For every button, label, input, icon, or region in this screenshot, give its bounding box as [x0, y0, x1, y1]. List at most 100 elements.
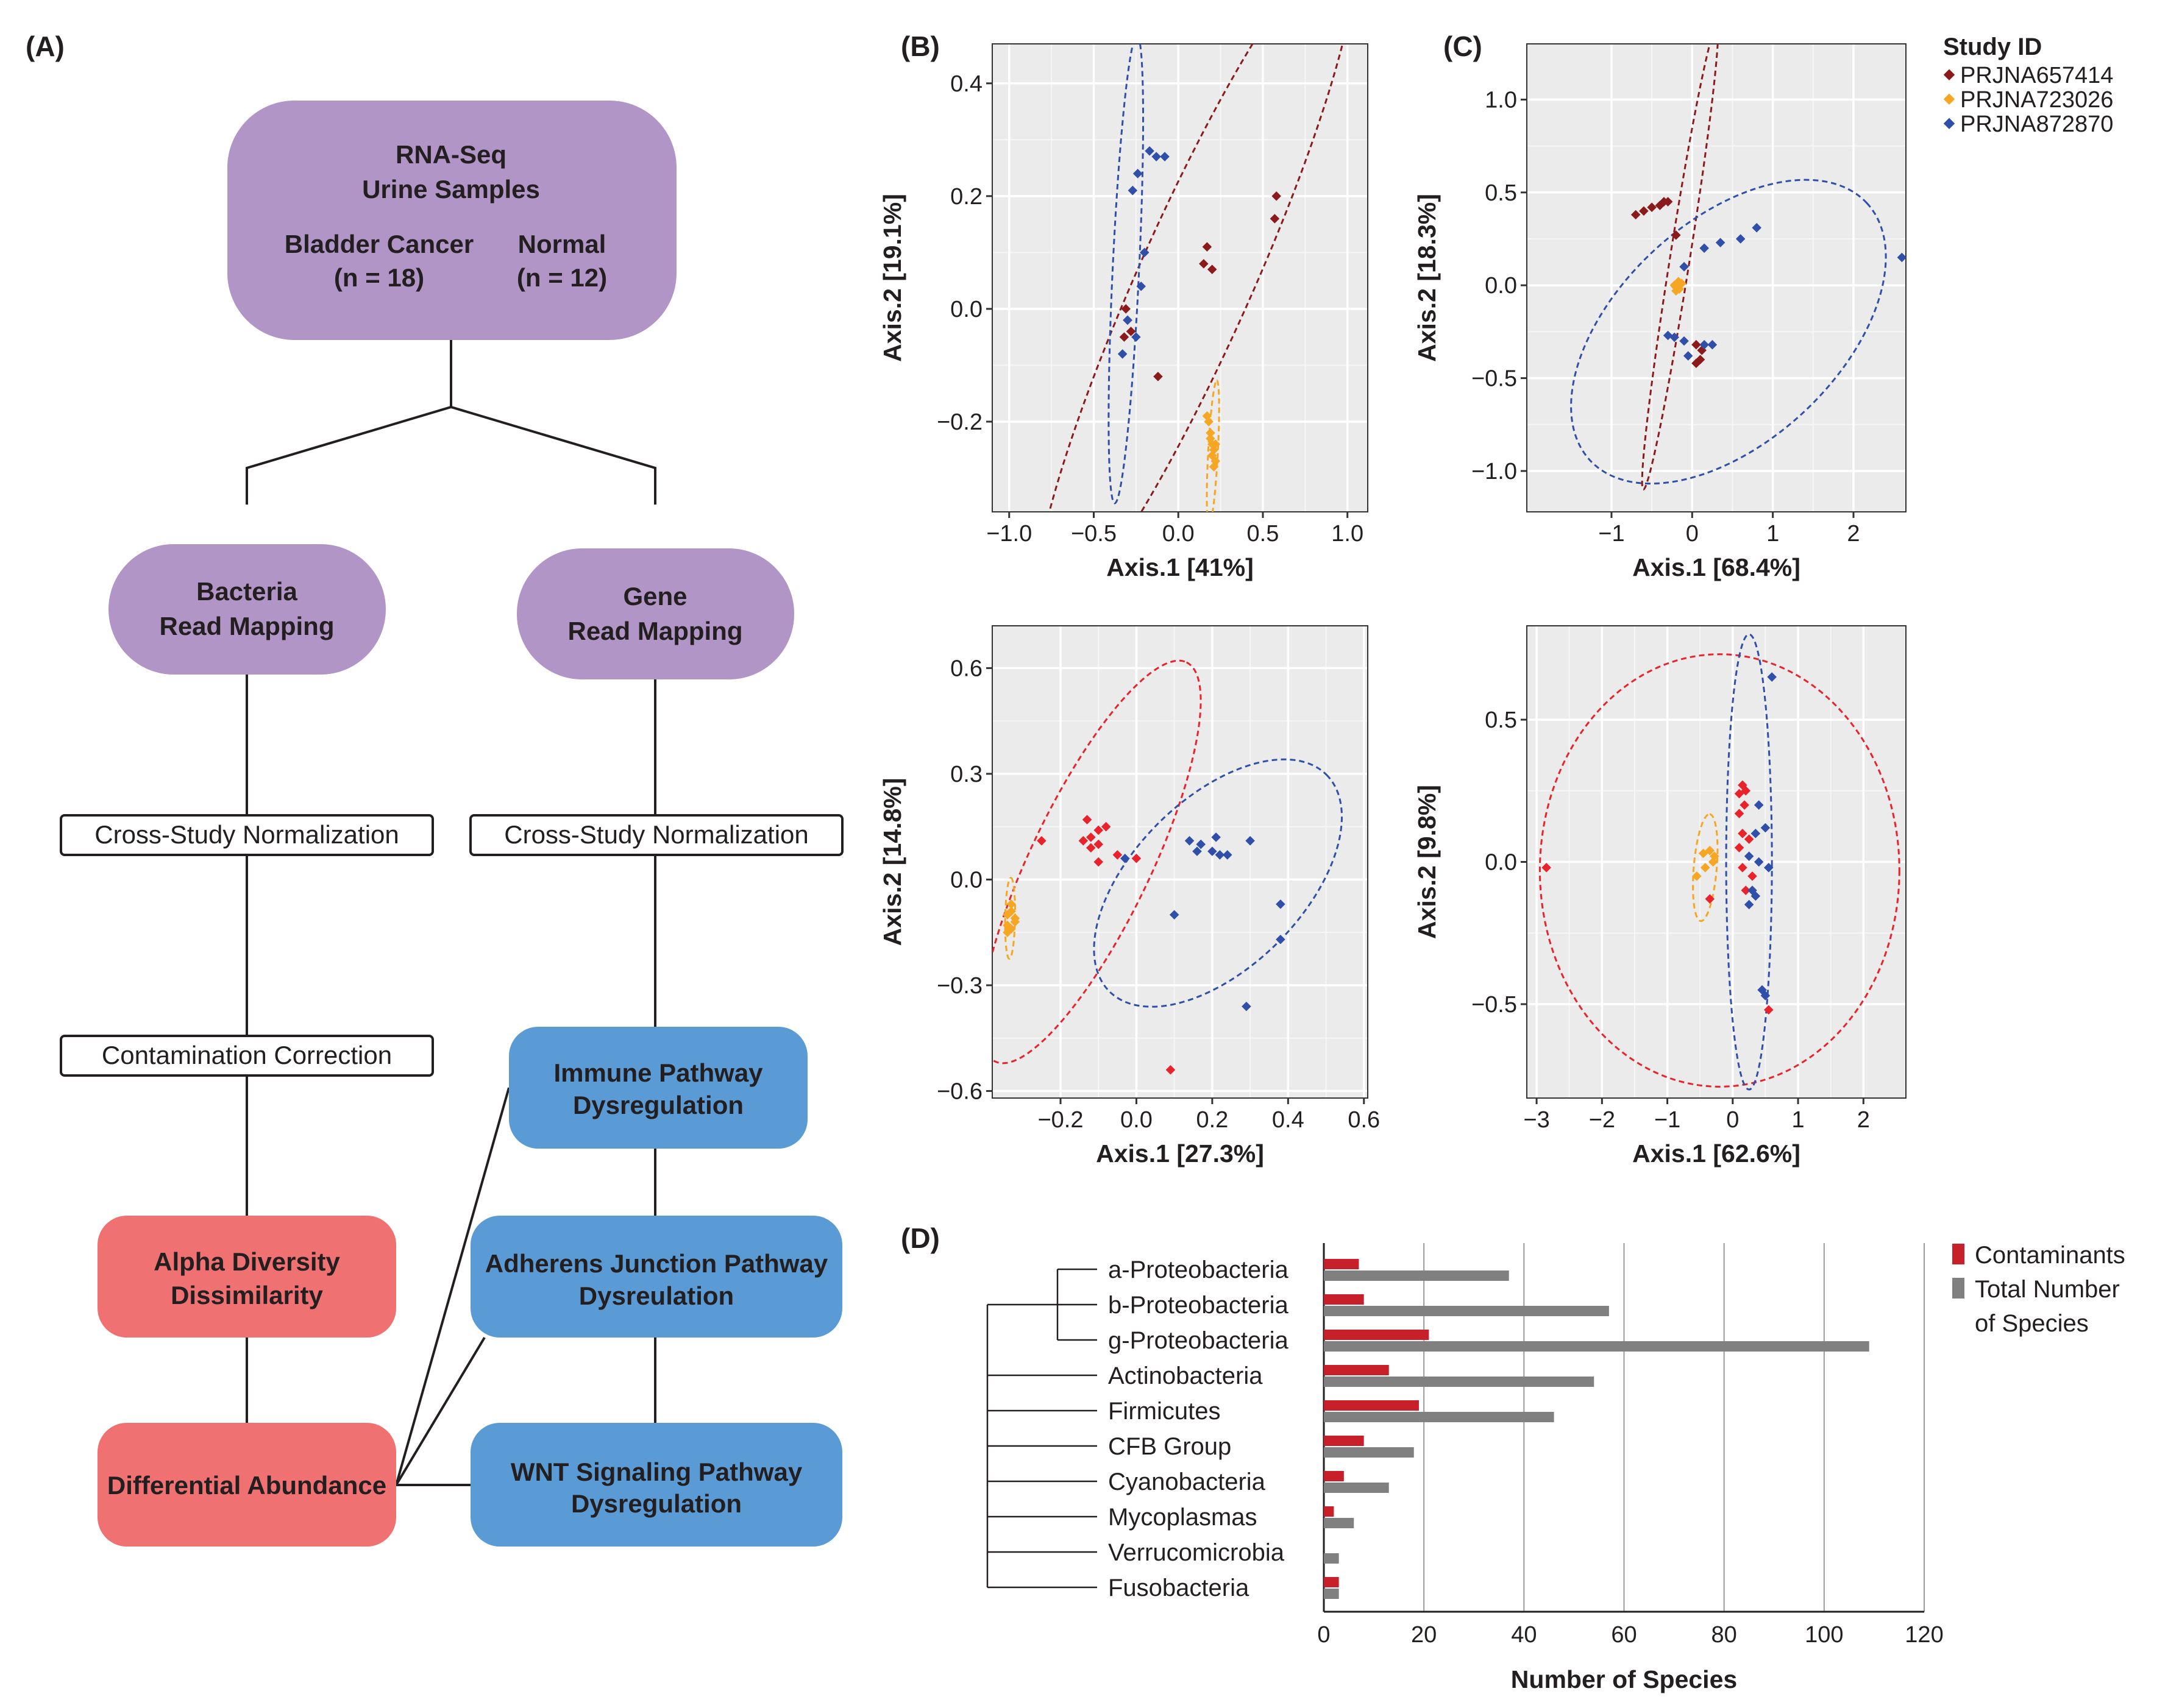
- alpha-line1: Alpha Diversity: [154, 1247, 340, 1276]
- data-point: [1242, 1001, 1251, 1012]
- top-box-shape: [227, 101, 677, 340]
- plot-background: [1527, 44, 1906, 512]
- study-legend: Study ID PRJNA657414 PRJNA723026 PRJNA87…: [1943, 34, 2113, 137]
- legend-label-total-2: of Species: [1975, 1310, 2089, 1337]
- data-point: [1767, 672, 1777, 682]
- data-point: [1211, 832, 1221, 842]
- data-point: [1734, 843, 1744, 852]
- data-point: [1747, 871, 1757, 881]
- diff-box: Differential Abundance: [98, 1423, 396, 1547]
- plot-background: [992, 44, 1368, 512]
- data-point: [1165, 1065, 1176, 1075]
- legend-swatch-total: [1952, 1278, 1964, 1299]
- gene-line1: Gene: [623, 582, 687, 611]
- category-label: a-Proteobacteria: [1108, 1256, 1288, 1283]
- bar-total: [1324, 1447, 1414, 1458]
- top-box-line2: Urine Samples: [362, 175, 540, 204]
- x-tick-label: 0.0: [1162, 521, 1195, 547]
- data-point: [1119, 332, 1129, 342]
- data-point: [1276, 899, 1285, 909]
- norm-right-label: Cross-Study Normalization: [504, 820, 809, 849]
- contamination-label: Contamination Correction: [102, 1041, 392, 1069]
- data-point: [1003, 927, 1012, 937]
- legend-marker: [1943, 118, 1955, 129]
- normal-n: (n = 12): [517, 263, 607, 292]
- data-point: [1700, 863, 1710, 873]
- bacteria-line1: Bacteria: [196, 577, 297, 606]
- data-point: [1160, 152, 1170, 161]
- alpha-box: Alpha Diversity Dissimilarity: [98, 1216, 396, 1338]
- bar-chart: 0 20 40 60 80 100 120 a-Proteobacteria b-Proteob…: [1108, 1243, 1944, 1693]
- data-point: [1206, 428, 1215, 438]
- y-tick-label: 0.0: [950, 297, 983, 322]
- data-point: [1760, 823, 1771, 833]
- data-point: [1151, 152, 1161, 161]
- category-label: b-Proteobacteria: [1108, 1292, 1288, 1319]
- x-tick-label: −0.2: [1037, 1107, 1083, 1133]
- data-point: [1003, 920, 1012, 930]
- bar-total: [1324, 1412, 1554, 1422]
- bar-total: [1324, 1377, 1594, 1387]
- data-point: [1199, 259, 1209, 269]
- phylo-tree: [986, 1268, 1097, 1589]
- data-point: [1754, 857, 1764, 867]
- data-point: [1276, 934, 1285, 944]
- y-axis-label: Axis.2 [18.3%]: [1413, 194, 1441, 362]
- category-label: Verrucomicrobia: [1108, 1539, 1285, 1566]
- x-tick-label: 80: [1711, 1622, 1737, 1648]
- x-tick-label: 0: [1726, 1107, 1739, 1133]
- y-tick-label: −1.0: [1471, 459, 1517, 484]
- data-point: [1741, 786, 1751, 796]
- bar-contaminants: [1324, 1259, 1359, 1269]
- category-label: Firmicutes: [1108, 1398, 1220, 1425]
- gene-box-shape: [517, 548, 794, 679]
- category-label: Mycoplasmas: [1108, 1504, 1257, 1531]
- x-tick-label: 1: [1791, 1107, 1804, 1133]
- data-point: [1169, 910, 1179, 920]
- bar-contaminants: [1324, 1471, 1344, 1481]
- panel-label-a: (A): [26, 30, 65, 62]
- y-tick-label: 0.3: [950, 762, 983, 787]
- data-point: [1741, 885, 1751, 895]
- data-point: [1126, 327, 1136, 336]
- legend-item: PRJNA872870: [1943, 112, 2113, 137]
- data-point: [1705, 894, 1715, 904]
- data-point: [1738, 829, 1747, 838]
- data-point: [1207, 846, 1217, 856]
- data-point: [1764, 863, 1774, 873]
- data-point: [1202, 242, 1212, 252]
- data-point: [1037, 836, 1047, 846]
- gene-box: Gene Read Mapping: [517, 548, 794, 679]
- diff-label: Differential Abundance: [107, 1471, 386, 1500]
- y-axis-label: Axis.2 [14.8%]: [878, 778, 906, 946]
- y-tick-label: −0.2: [937, 409, 983, 435]
- panel-label-b: (B): [901, 30, 940, 62]
- x-axis-label: Axis.1 [41%]: [1106, 553, 1254, 581]
- data-point: [1744, 899, 1754, 910]
- plot-border: [992, 625, 1368, 1099]
- wnt-box-shape: [471, 1423, 842, 1547]
- data-point: [1006, 906, 1016, 916]
- connector-split: [246, 405, 656, 505]
- diff-box-shape: [98, 1423, 396, 1547]
- x-tick-label: 0.0: [1120, 1107, 1153, 1133]
- data-point: [1082, 815, 1092, 824]
- legend-marker: [1943, 69, 1955, 80]
- legend-title: Study ID: [1943, 34, 2042, 60]
- data-point: [1006, 899, 1016, 909]
- x-tick-label: −1.0: [986, 521, 1032, 547]
- y-tick-label: 0.4: [950, 71, 983, 97]
- data-point: [1120, 853, 1130, 863]
- immune-box-shape: [509, 1027, 808, 1149]
- x-tick-label: 2: [1847, 521, 1860, 547]
- panel-label-d: (D): [901, 1222, 940, 1254]
- plot-background: [992, 626, 1368, 1098]
- gene-line2: Read Mapping: [567, 617, 742, 645]
- contamination-box: Contamination Correction: [60, 1035, 434, 1077]
- plot-border: [1526, 625, 1907, 1099]
- data-point: [1760, 991, 1771, 1001]
- bar-contaminants: [1324, 1294, 1364, 1305]
- data-point: [1207, 450, 1217, 461]
- y-axis-label: Axis.2 [19.1%]: [878, 194, 906, 362]
- y-tick-label: 0.0: [950, 867, 983, 893]
